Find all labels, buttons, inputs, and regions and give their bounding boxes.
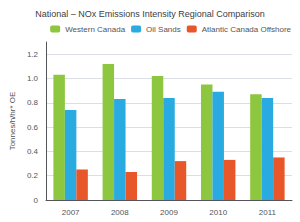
svg-text:2009: 2009 (160, 208, 178, 217)
svg-text:1.2: 1.2 (27, 50, 39, 59)
svg-text:Oil Sands: Oil Sands (146, 25, 181, 34)
svg-text:0.4: 0.4 (27, 147, 39, 156)
svg-text:2007: 2007 (62, 208, 80, 217)
svg-text:Atlantic Canada Offshore: Atlantic Canada Offshore (202, 25, 292, 34)
svg-text:1.0: 1.0 (27, 74, 39, 83)
svg-text:0: 0 (34, 196, 39, 205)
svg-text:2008: 2008 (111, 208, 129, 217)
svg-text:2010: 2010 (209, 208, 227, 217)
svg-text:National – NOx Emissions Inten: National – NOx Emissions Intensity Regio… (35, 9, 265, 19)
svg-text:Tonnes/h/hr* OE: Tonnes/h/hr* OE (8, 92, 17, 151)
svg-text:0.8: 0.8 (27, 98, 39, 107)
svg-text:0.6: 0.6 (27, 123, 39, 132)
svg-text:Western Canada: Western Canada (65, 25, 125, 34)
svg-text:2011: 2011 (259, 208, 277, 217)
svg-text:0.2: 0.2 (27, 171, 39, 180)
